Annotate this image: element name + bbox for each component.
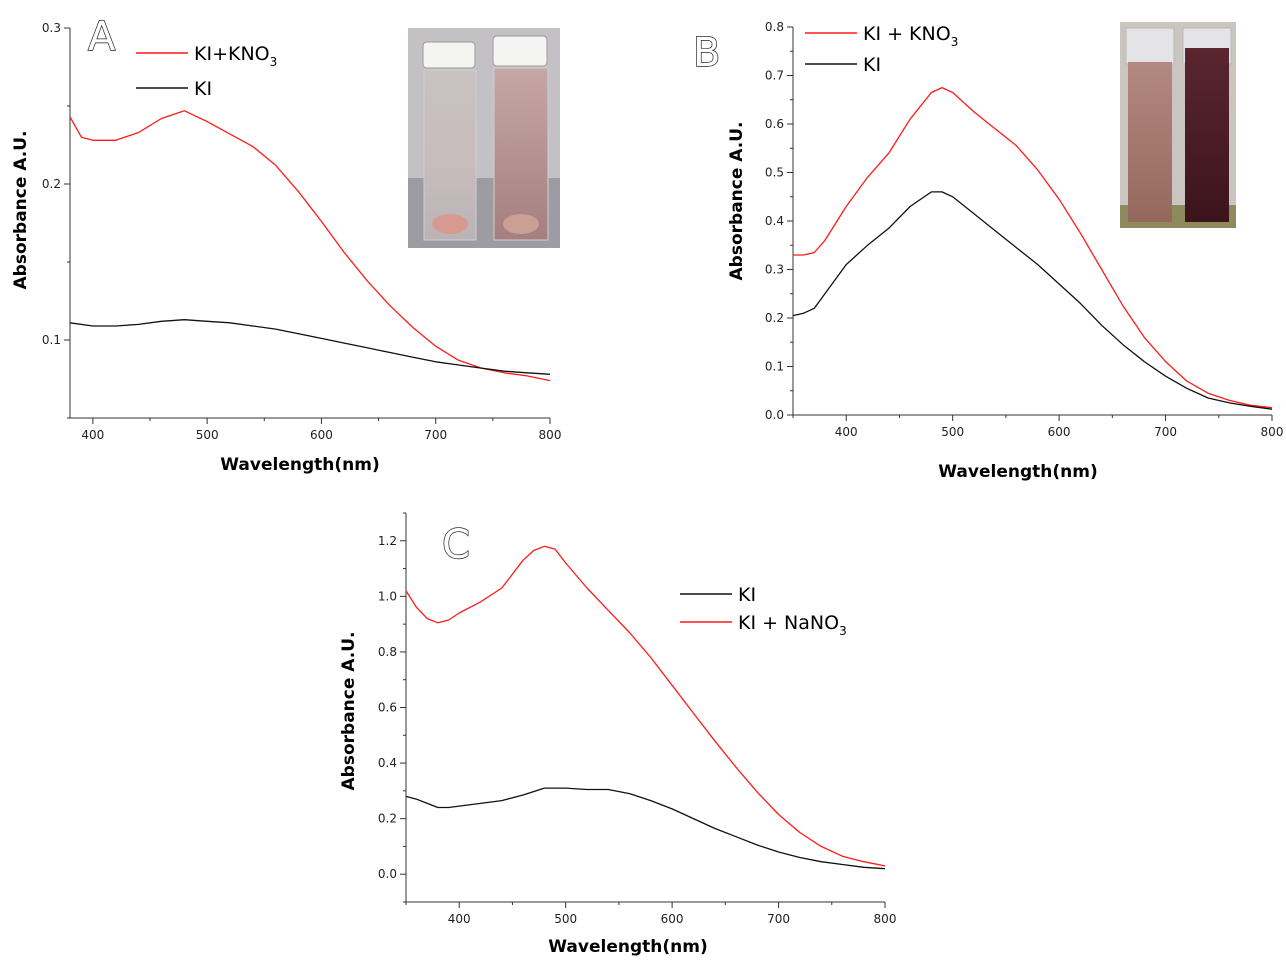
y-tick-label: 0.6	[765, 117, 784, 131]
x-tick-label: 700	[1154, 425, 1177, 439]
series-line-red	[793, 86, 1273, 409]
panel-letter: A	[88, 14, 116, 60]
y-axis-label: Absorbance A.U.	[11, 131, 31, 290]
y-tick-label: 0.2	[378, 812, 397, 826]
legend-label-text: KI + KNO	[863, 23, 951, 45]
series-line-black	[405, 787, 886, 870]
x-tick-label: 700	[424, 428, 447, 442]
panel-b: 400 500 600 700 800 0.0 0.1 0.2 0.3 0.4 0.5 0.6 0.7 0…	[692, 20, 1284, 482]
y-tick-label: 0.2	[42, 177, 61, 191]
x-tick-label: 500	[941, 425, 964, 439]
panel-a-legend: KI+KNO3 KI	[136, 43, 277, 100]
y-axis-label: Absorbance A.U.	[339, 632, 359, 791]
panel-a-axes: 400 500 600 700 800 0.1 0.2 0.3 Wavelength(nm) Ab…	[11, 13, 562, 475]
legend-label-text: KI + NaNO	[738, 612, 839, 634]
panel-a-series	[69, 110, 551, 382]
legend-label-subscript: 3	[270, 55, 278, 69]
y-tick-label: 1.2	[378, 534, 397, 548]
y-tick-label: 0.1	[765, 360, 784, 374]
x-tick-label: 800	[539, 428, 562, 442]
panel-c-legend: KI KI + NaNO3	[680, 584, 847, 638]
legend-label-subscript: 3	[839, 624, 847, 638]
y-tick-label: 0.7	[765, 69, 784, 83]
series-line-red	[405, 545, 886, 867]
legend-label-text: KI+KNO	[194, 43, 270, 65]
x-tick-label: 400	[835, 425, 858, 439]
x-tick-label: 500	[196, 428, 219, 442]
y-tick-label: 0.3	[42, 21, 61, 35]
y-axis-label: Absorbance A.U.	[727, 122, 747, 281]
legend-label-subscript: 3	[951, 35, 959, 49]
legend-label: KI	[863, 54, 881, 76]
series-line-black	[69, 319, 551, 375]
legend-label: KI + NaNO3	[738, 612, 847, 638]
x-tick-label: 800	[874, 912, 897, 926]
x-tick-label: 700	[767, 912, 790, 926]
panel-letter: B	[693, 30, 720, 76]
panel-b-series	[792, 86, 1273, 410]
panel-b-axes: 400 500 600 700 800 0.0 0.1 0.2 0.3 0.4 0.5 0.6 0.7 0…	[692, 20, 1284, 482]
y-tick-label: 0.0	[378, 867, 397, 881]
y-tick-label: 0.5	[765, 166, 784, 180]
panel-a-vial-photo	[408, 28, 560, 248]
y-tick-label: 1.0	[378, 589, 397, 603]
x-axis-label: Wavelength(nm)	[938, 462, 1097, 482]
y-tick-label: 0.4	[765, 214, 784, 228]
x-tick-label: 600	[1048, 425, 1071, 439]
panel-c-series	[405, 545, 886, 870]
legend-label-text: KI	[863, 54, 881, 76]
y-tick-label: 0.0	[765, 408, 784, 422]
y-tick-label: 0.3	[765, 263, 784, 277]
x-tick-label: 400	[448, 912, 471, 926]
series-line-red	[69, 110, 551, 382]
panel-a: 400 500 600 700 800 0.1 0.2 0.3 Wavelength(nm) Ab…	[11, 13, 562, 475]
panel-letter: C	[442, 522, 470, 568]
x-tick-label: 400	[81, 428, 104, 442]
panel-c-axes: 400 500 600 700 800 0.0 0.2 0.4 0.6 0.8 1.0 1.2 Wave…	[339, 512, 897, 957]
legend-label: KI + KNO3	[863, 23, 958, 49]
y-tick-label: 0.8	[378, 645, 397, 659]
y-tick-label: 0.6	[378, 701, 397, 715]
legend-label: KI	[738, 584, 756, 606]
legend-label: KI+KNO3	[194, 43, 277, 69]
legend-label-text: KI	[194, 78, 212, 100]
x-tick-label: 600	[661, 912, 684, 926]
x-axis-label: Wavelength(nm)	[548, 937, 707, 957]
legend-label: KI	[194, 78, 212, 100]
legend-label-text: KI	[738, 584, 756, 606]
series-line-black	[792, 191, 1273, 410]
x-tick-label: 500	[554, 912, 577, 926]
y-tick-label: 0.2	[765, 311, 784, 325]
x-tick-label: 800	[1261, 425, 1284, 439]
y-tick-label: 0.4	[378, 756, 397, 770]
x-tick-label: 600	[310, 428, 333, 442]
panel-b-legend: KI + KNO3 KI	[805, 23, 958, 76]
panel-c: 400 500 600 700 800 0.0 0.2 0.4 0.6 0.8 1.0 1.2 Wave…	[339, 512, 897, 957]
x-axis-label: Wavelength(nm)	[220, 455, 379, 475]
panel-b-cuvette-photo	[1120, 22, 1236, 228]
y-tick-label: 0.1	[42, 333, 61, 347]
y-tick-label: 0.8	[765, 20, 784, 34]
